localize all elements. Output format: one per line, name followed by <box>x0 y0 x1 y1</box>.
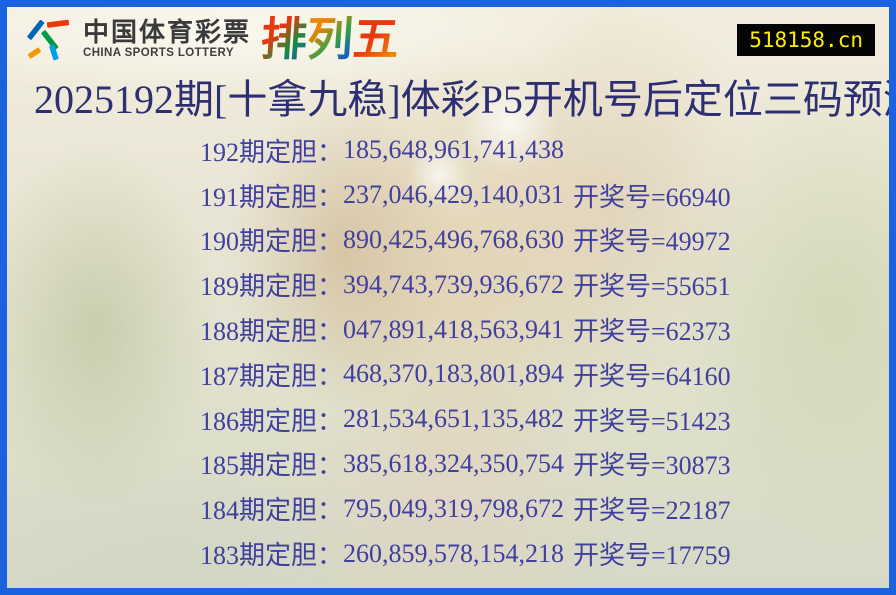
draw-result: 开奖号=55651 <box>573 272 731 302</box>
logo-text: 中国体育彩票 CHINA SPORTS LOTTERY <box>83 19 251 60</box>
draw-result: 开奖号=30873 <box>573 451 731 481</box>
prediction-row: 187期定胆： 468,370,183,801,894 开奖号=64160 <box>200 352 731 397</box>
prediction-row: 183期定胆： 260,859,578,154,218 开奖号=17759 <box>200 531 731 576</box>
period-label: 190期定胆： <box>200 227 344 257</box>
period-label: 187期定胆： <box>200 361 344 391</box>
draw-result: 开奖号=49972 <box>573 227 731 257</box>
prediction-list: 192期定胆： 185,648,961,741,438 191期定胆： 237,04… <box>200 128 731 576</box>
predicted-numbers: 260,859,578,154,218 <box>343 538 565 568</box>
site-url-badge: 518158.cn <box>737 24 875 56</box>
prediction-row: 192期定胆： 185,648,961,741,438 <box>200 128 731 173</box>
predicted-numbers: 394,743,739,936,672 <box>343 269 565 299</box>
prediction-row: 189期定胆： 394,743,739,936,672 开奖号=55651 <box>200 262 731 307</box>
prediction-row: 185期定胆： 385,618,324,350,754 开奖号=30873 <box>200 442 731 487</box>
period-label: 183期定胆： <box>200 541 344 571</box>
prediction-row: 191期定胆： 237,046,429,140,031 开奖号=66940 <box>200 173 731 218</box>
draw-result: 开奖号=22187 <box>573 496 731 526</box>
period-label: 192期定胆： <box>200 137 344 167</box>
prediction-row: 188期定胆： 047,891,418,563,941 开奖号=62373 <box>200 307 731 352</box>
period-label: 186期定胆： <box>200 406 344 436</box>
sports-lottery-icon <box>27 19 70 61</box>
header: 中国体育彩票 CHINA SPORTS LOTTERY 排 列 五 <box>23 13 401 65</box>
draw-result: 开奖号=17759 <box>573 541 731 571</box>
predicted-numbers: 185,648,961,741,438 <box>343 135 565 165</box>
draw-result: 开奖号=66940 <box>573 182 731 212</box>
game-char-1: 排 <box>259 13 309 65</box>
predicted-numbers: 385,618,324,350,754 <box>343 448 565 478</box>
prediction-row: 184期定胆： 795,049,319,798,672 开奖号=22187 <box>200 486 731 531</box>
draw-result: 开奖号=62373 <box>573 317 731 347</box>
draw-result: 开奖号=51423 <box>573 406 731 436</box>
predicted-numbers: 047,891,418,563,941 <box>343 314 565 344</box>
logo-name-en: CHINA SPORTS LOTTERY <box>83 46 234 59</box>
period-label: 185期定胆： <box>200 451 344 481</box>
faded-owl-background <box>7 7 889 588</box>
period-label: 191期定胆： <box>200 182 344 212</box>
prediction-row: 190期定胆： 890,425,496,768,630 开奖号=49972 <box>200 218 731 263</box>
draw-result: 开奖号=64160 <box>573 361 731 391</box>
period-label: 184期定胆： <box>200 496 344 526</box>
period-label: 188期定胆： <box>200 317 344 347</box>
predicted-numbers: 795,049,319,798,672 <box>343 493 565 523</box>
period-label: 189期定胆： <box>200 272 344 302</box>
predicted-numbers: 281,534,651,135,482 <box>343 404 565 434</box>
predicted-numbers: 890,425,496,768,630 <box>343 224 565 254</box>
logo-name-cn: 中国体育彩票 <box>83 16 252 47</box>
predicted-numbers: 237,046,429,140,031 <box>343 180 565 210</box>
prediction-row: 186期定胆： 281,534,651,135,482 开奖号=51423 <box>200 397 731 442</box>
predicted-numbers: 468,370,183,801,894 <box>343 359 565 389</box>
game-char-3: 五 <box>351 13 401 65</box>
game-char-2: 列 <box>305 13 355 65</box>
game-name-pailiewu: 排 列 五 <box>259 13 401 65</box>
page-title: 2025192期[十拿九稳]体彩P5开机号后定位三码预测 <box>34 77 896 122</box>
